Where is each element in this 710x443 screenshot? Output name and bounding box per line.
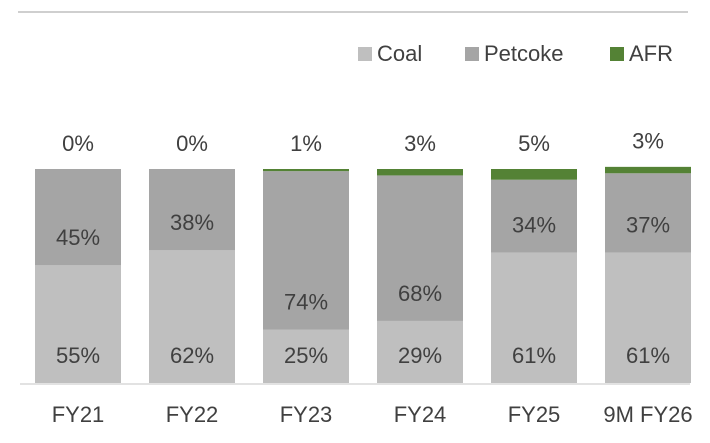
bar-segment: [605, 252, 691, 383]
data-label: 1%: [290, 131, 322, 156]
data-label: 3%: [404, 131, 436, 156]
bar-segment: [491, 179, 577, 253]
bar-segment: [35, 265, 121, 383]
data-label: 62%: [170, 343, 214, 368]
bar-segment: [377, 320, 463, 383]
legend-swatch: [610, 47, 624, 61]
bar-segment: [149, 169, 235, 251]
data-label: 25%: [284, 343, 328, 368]
x-tick-label: FY21: [52, 402, 105, 427]
bar-segment: [263, 329, 349, 383]
legend-label: AFR: [629, 41, 673, 66]
legend-swatch: [358, 47, 372, 61]
data-label: 0%: [176, 131, 208, 156]
data-label: 38%: [170, 210, 214, 235]
bar-segment: [35, 169, 121, 266]
x-tick-label: FY22: [166, 402, 219, 427]
data-label: 3%: [632, 129, 664, 154]
bar-segment: [263, 171, 349, 330]
bar-segment: [491, 169, 577, 180]
data-label: 55%: [56, 343, 100, 368]
bar-segment: [605, 173, 691, 253]
bar-segment: [605, 166, 691, 174]
data-label: 45%: [56, 225, 100, 250]
x-tick-label: FY24: [394, 402, 447, 427]
x-tick-label: FY25: [508, 402, 561, 427]
data-label: 74%: [284, 289, 328, 314]
legend-label: Coal: [377, 41, 422, 66]
data-label: 61%: [512, 343, 556, 368]
data-label: 61%: [626, 343, 670, 368]
data-label: 29%: [398, 343, 442, 368]
data-label: 34%: [512, 212, 556, 237]
bar-segment: [377, 169, 463, 176]
x-tick-label: 9M FY26: [603, 402, 692, 427]
data-label: 0%: [62, 131, 94, 156]
bar-segment: [149, 250, 235, 383]
legend-label: Petcoke: [484, 41, 564, 66]
legend-swatch: [465, 47, 479, 61]
x-tick-label: FY23: [280, 402, 333, 427]
bar-segment: [377, 175, 463, 321]
data-label: 68%: [398, 281, 442, 306]
data-label: 37%: [626, 212, 670, 237]
bar-segment: [491, 252, 577, 383]
data-label: 5%: [518, 131, 550, 156]
bar-segment: [263, 169, 349, 172]
